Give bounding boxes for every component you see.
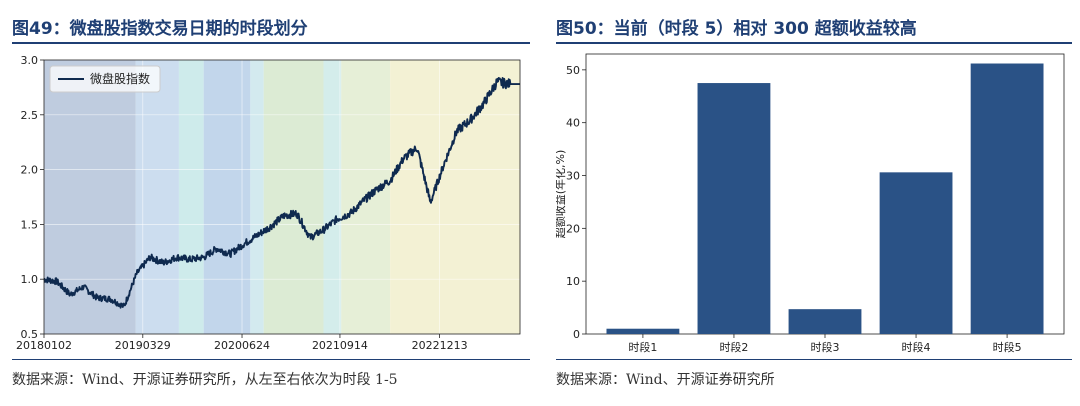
y-tick-label: 3.0 (21, 54, 39, 67)
right-figure-title: 图50：当前（时段 5）相对 300 超额收益较高 (556, 19, 917, 39)
bar-时段5 (970, 63, 1044, 335)
x-tick-label: 20221213 (412, 339, 468, 352)
y-tick-label: 1.0 (21, 273, 39, 286)
bar-chart-svg: 时段1 时段2 时段3 时段4 时段5 0 10 20 30 40 50 超额收益(年化,%) (556, 53, 1065, 354)
x-tick-label: 时段3 (811, 340, 840, 354)
left-figure-title: 图49：微盘股指数交易日期的时段划分 (12, 19, 308, 39)
title-rule (12, 42, 530, 44)
y-tick-label: 0 (573, 328, 580, 341)
y-tick-label: 2.5 (21, 109, 39, 122)
bar-chart: 时段1 时段2 时段3 时段4 时段5 0 10 20 30 40 50 超额收益(年化,%) (556, 48, 1072, 356)
legend: 微盘股指数 (49, 65, 161, 93)
y-tick-label: 30 (566, 170, 580, 183)
x-tick-label: 时段1 (628, 340, 657, 354)
x-tick-label: 时段2 (719, 340, 748, 354)
legend-label: 微盘股指数 (90, 71, 150, 86)
y-axis-label: 超额收益(年化,%) (556, 150, 567, 239)
x-tick-label: 20180102 (16, 339, 72, 352)
x-tick-label: 时段5 (993, 340, 1022, 354)
y-tick-label: 50 (566, 64, 580, 77)
x-tick-label: 20210914 (312, 339, 368, 352)
bottom-rule (556, 359, 1072, 360)
x-tick-label: 20190329 (115, 339, 171, 352)
period-band (323, 60, 342, 334)
x-tick-label: 时段4 (902, 340, 931, 354)
bar-时段1 (606, 328, 680, 334)
bar-时段2 (697, 83, 771, 334)
y-tick-label: 1.5 (21, 218, 39, 231)
bottom-rule (12, 359, 530, 360)
period-band (250, 60, 264, 334)
period-band (44, 60, 136, 334)
period-band (390, 60, 520, 334)
left-figure-source: 数据来源：Wind、开源证券研究所，从左至右依次为时段 1-5 (12, 372, 398, 388)
period-band (135, 60, 179, 334)
x-tick-label: 20200624 (214, 339, 270, 352)
y-tick-label: 20 (566, 222, 580, 235)
period-band (178, 60, 204, 334)
series-line-微盘股指数 (43, 76, 520, 309)
period-band (203, 60, 251, 334)
line-chart-svg: 0.5 1.0 1.5 2.0 2.5 3.0 20180102 20190329 202006… (16, 54, 521, 352)
y-tick-label: 10 (566, 275, 580, 288)
plot-frame (43, 59, 521, 335)
y-tick-label: 0.5 (21, 328, 39, 341)
legend-box (49, 65, 161, 93)
y-tick-label: 2.0 (21, 164, 39, 177)
title-rule (556, 42, 1072, 44)
line-chart: 0.5 1.0 1.5 2.0 2.5 3.0 20180102 20190329 202006… (12, 48, 530, 356)
bar-时段3 (788, 309, 862, 334)
bar-时段4 (879, 172, 953, 334)
period-band (263, 60, 324, 334)
right-figure-source: 数据来源：Wind、开源证券研究所 (556, 372, 775, 388)
y-tick-label: 40 (566, 117, 580, 130)
